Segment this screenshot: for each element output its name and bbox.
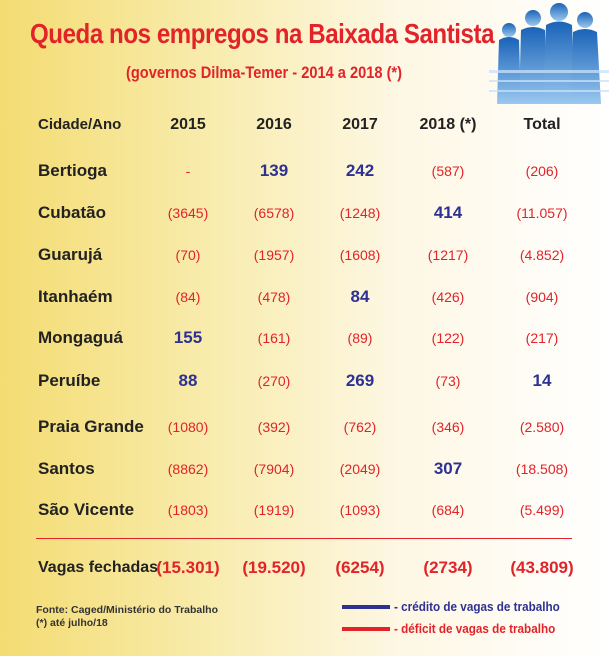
cell-2015: (3645) [167, 205, 209, 221]
cell-total: (904) [525, 289, 559, 305]
cell-2017: 242 [345, 161, 375, 180]
cell-total: 14 [532, 371, 552, 390]
cell-2017: 84 [350, 287, 370, 306]
table-row: Itanhaém (84) (478) 84 (426) (904) [0, 282, 609, 312]
table-header-row: Cidade/Ano 2015 2016 2017 2018 (*) Total [0, 110, 609, 140]
page-title: Queda nos empregos na Baixada Santista [30, 18, 495, 49]
cell-2016: (7904) [253, 461, 295, 477]
cell-2018: (346) [431, 419, 465, 435]
source-footnote: (*) até julho/18 [36, 617, 108, 629]
cell-total: (18.508) [515, 461, 569, 477]
cell-2018: (1217) [427, 247, 469, 263]
total-2015: (15.301) [156, 558, 220, 577]
row-city: Guarujá [38, 245, 103, 264]
cell-2017: (762) [343, 419, 377, 435]
cell-2015: (84) [175, 289, 201, 305]
header-2018: 2018 (*) [419, 116, 477, 133]
cell-2018: (122) [431, 330, 465, 346]
row-city: Mongaguá [38, 328, 123, 347]
cell-2016: (6578) [253, 205, 295, 221]
cell-2018: 414 [433, 203, 463, 222]
row-city: São Vicente [38, 500, 135, 519]
totals-row: Vagas fechadas (15.301) (19.520) (6254) … [0, 553, 609, 583]
cell-2016: (1919) [253, 502, 295, 518]
row-city: Bertioga [38, 161, 107, 180]
header-2016: 2016 [256, 116, 292, 133]
legend-deficit: - déficit de vagas de trabalho [342, 620, 573, 638]
cell-2016: (270) [257, 373, 291, 389]
cell-total: (2.580) [519, 419, 565, 435]
cell-total: (217) [525, 330, 559, 346]
cell-2016: (392) [257, 419, 291, 435]
cell-2015: (8862) [167, 461, 209, 477]
cell-2016: 139 [259, 161, 289, 180]
cell-2015: - [185, 163, 191, 179]
row-city: Itanhaém [38, 287, 113, 306]
header-2017: 2017 [342, 116, 378, 133]
cell-2017: 269 [345, 371, 375, 390]
source-note: Fonte: Caged/Ministério do Trabalho (*) … [36, 604, 218, 630]
row-city: Peruíbe [38, 371, 101, 390]
cell-2015: (1803) [167, 502, 209, 518]
table-row: Bertioga - 139 242 (587) (206) [0, 156, 609, 186]
cell-2015: 155 [173, 328, 203, 347]
table-divider [36, 538, 572, 539]
table-row: Santos (8862) (7904) (2049) 307 (18.508) [0, 454, 609, 484]
row-city: Praia Grande [38, 417, 144, 436]
cell-2015: 88 [178, 371, 198, 390]
deficit-swatch [342, 626, 390, 631]
cell-2016: (1957) [253, 247, 295, 263]
cell-2017: (1093) [339, 502, 381, 518]
row-city: Santos [38, 459, 95, 478]
cell-2018: 307 [433, 459, 463, 478]
cell-2016: (478) [257, 289, 291, 305]
header-2015: 2015 [170, 116, 206, 133]
cell-2016: (161) [257, 330, 291, 346]
table-row: Peruíbe 88 (270) 269 (73) 14 [0, 366, 609, 396]
credit-swatch [342, 604, 390, 609]
total-2017: (6254) [335, 558, 385, 577]
cell-2018: (73) [435, 373, 461, 389]
row-city: Cubatão [38, 203, 106, 222]
cell-2017: (89) [347, 330, 373, 346]
cell-2018: (684) [431, 502, 465, 518]
cell-2017: (1608) [339, 247, 381, 263]
cell-2015: (70) [175, 247, 201, 263]
cell-total: (11.057) [516, 205, 568, 221]
cell-total: (4.852) [519, 247, 565, 263]
cell-2017: (1248) [339, 205, 381, 221]
cell-2018: (426) [431, 289, 465, 305]
total-overall: (43.809) [510, 558, 574, 577]
legend-deficit-label: - déficit de vagas de trabalho [394, 621, 556, 637]
cell-2017: (2049) [339, 461, 381, 477]
cell-total: (5.499) [519, 502, 565, 518]
source-line: Fonte: Caged/Ministério do Trabalho [36, 604, 219, 616]
header-total: Total [523, 116, 561, 133]
legend-credit-label: - crédito de vagas de trabalho [394, 599, 560, 615]
totals-label: Vagas fechadas [38, 559, 159, 576]
header-city: Cidade/Ano [38, 116, 122, 133]
page-subtitle: (governos Dilma-Temer - 2014 a 2018 (*) [126, 63, 403, 82]
legend-credit: - crédito de vagas de trabalho [342, 598, 578, 616]
table-row: Cubatão (3645) (6578) (1248) 414 (11.057… [0, 198, 609, 228]
table-row: Praia Grande (1080) (392) (762) (346) (2… [0, 412, 609, 442]
cell-2018: (587) [431, 163, 465, 179]
cell-total: (206) [525, 163, 559, 179]
table-row: Mongaguá 155 (161) (89) (122) (217) [0, 323, 609, 353]
cell-2015: (1080) [167, 419, 209, 435]
total-2018: (2734) [423, 558, 473, 577]
table-row: Guarujá (70) (1957) (1608) (1217) (4.852… [0, 240, 609, 270]
people-silhouette-icon [489, 3, 609, 104]
total-2016: (19.520) [242, 558, 306, 577]
table-row: São Vicente (1803) (1919) (1093) (684) (… [0, 495, 609, 525]
